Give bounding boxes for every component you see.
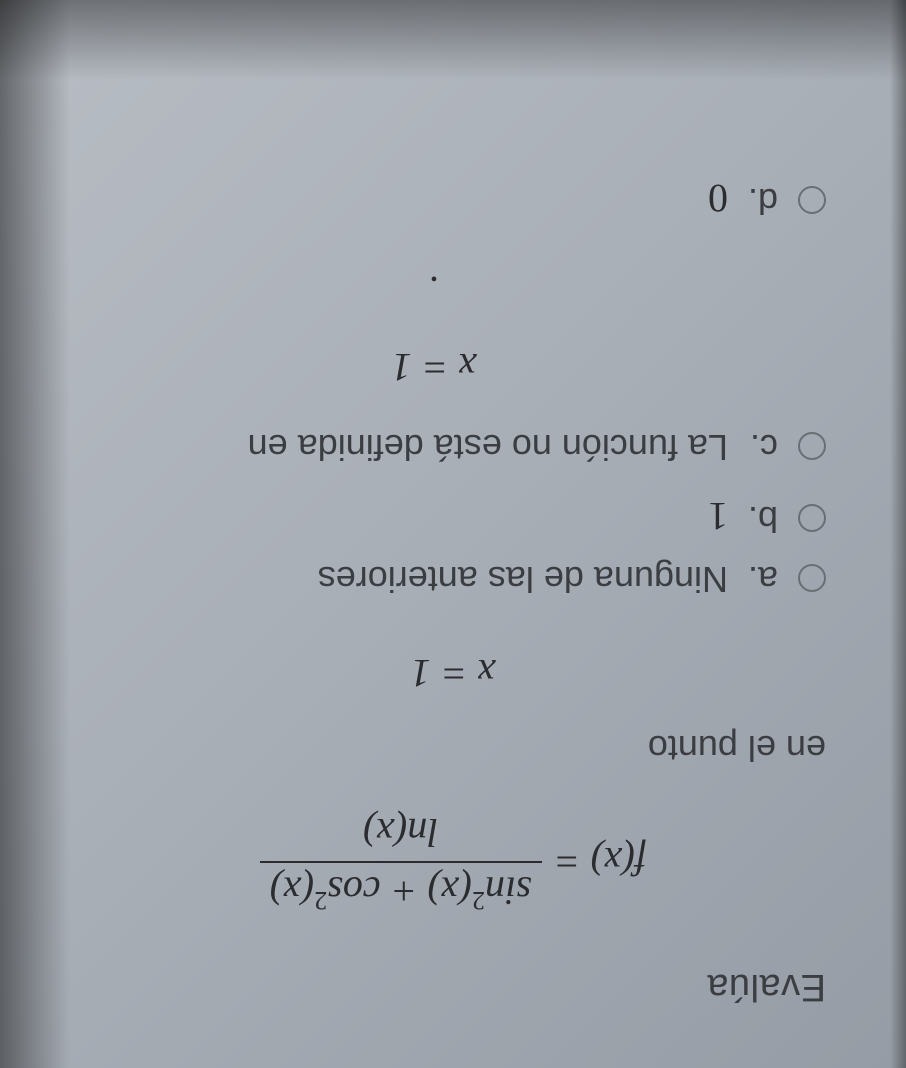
option-c-text: La función no está definida en	[80, 426, 728, 468]
radio-c[interactable]	[798, 432, 826, 460]
option-c-dot: .	[80, 267, 788, 314]
formula-numerator: sin2(x) + cos2(x)	[260, 863, 542, 915]
formula-fraction: sin2(x) + cos2(x) ln(x)	[260, 809, 542, 915]
fraction-line	[260, 861, 542, 863]
cos-fn: cos	[327, 869, 380, 914]
point-equation: x = 1	[80, 650, 826, 697]
option-c-label: c.	[728, 426, 778, 468]
options-list: a. Ninguna de las anteriores b. 1 c. La …	[80, 175, 826, 600]
left-edge-shadow	[890, 0, 906, 1068]
formula-denominator: ln(x)	[353, 809, 449, 861]
option-b-value: 1	[80, 493, 728, 540]
radio-d[interactable]	[798, 186, 826, 214]
option-a-text: Ninguna de las anteriores	[80, 558, 728, 600]
option-c-equation: x = 1	[80, 344, 788, 391]
option-b[interactable]: b. 1	[80, 493, 826, 540]
question-title: Evalúa	[80, 965, 826, 1008]
sin-arg: (x) +	[381, 869, 472, 914]
option-d[interactable]: d. 0	[80, 175, 826, 222]
cos-exponent: 2	[314, 886, 327, 915]
formula-lhs: f(x) =	[554, 838, 647, 885]
sin-exponent: 2	[472, 886, 485, 915]
cos-arg: (x)	[270, 869, 314, 914]
option-d-value: 0	[80, 175, 728, 222]
option-c-content: La función no está definida en x = 1 .	[80, 247, 728, 468]
option-d-label: d.	[728, 180, 778, 222]
option-a[interactable]: a. Ninguna de las anteriores	[80, 558, 826, 600]
right-edge-shadow	[0, 0, 70, 1068]
option-a-label: a.	[728, 558, 778, 600]
radio-b[interactable]	[798, 504, 826, 532]
question-content: Evalúa f(x) = sin2(x) + cos2(x) ln(x) en…	[0, 117, 906, 1068]
sin-fn: sin	[485, 869, 532, 914]
bottom-edge-shadow	[0, 0, 906, 80]
option-c[interactable]: c. La función no está definida en x = 1 …	[80, 247, 826, 468]
formula: f(x) = sin2(x) + cos2(x) ln(x)	[80, 809, 826, 915]
subtext: en el punto	[80, 727, 826, 769]
option-b-label: b.	[728, 498, 778, 540]
radio-a[interactable]	[798, 564, 826, 592]
